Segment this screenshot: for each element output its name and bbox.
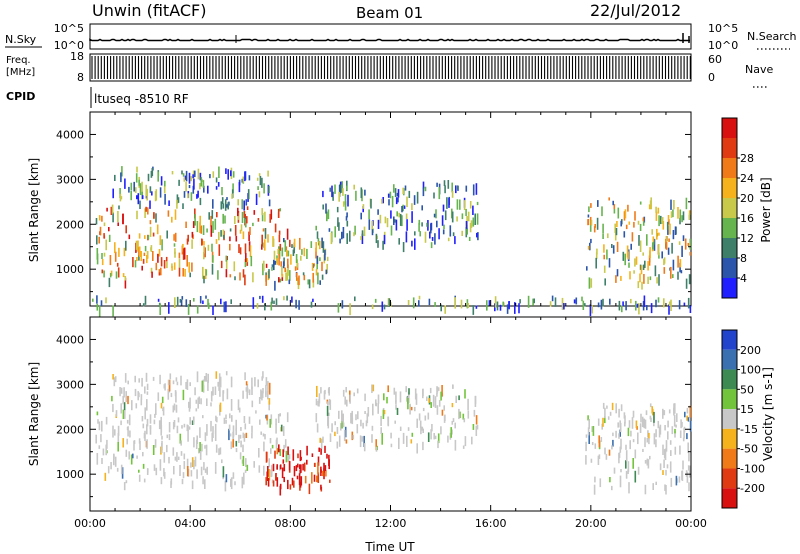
colorbar-tick-label: 24 [740, 172, 754, 185]
nave-tick-low: 0 [708, 71, 715, 84]
freq-tick-high: 18 [70, 50, 84, 63]
nsky-trace [89, 38, 690, 42]
power-cbar-label: Power [dB] [759, 177, 773, 242]
colorbar-frame [721, 117, 738, 299]
colorbar-segment [722, 389, 737, 410]
y-tick-label: 3000 [56, 378, 84, 391]
colorbar-segment [722, 258, 737, 278]
x-tick-label: 00:00 [74, 517, 106, 530]
x-tick-label: 00:00 [675, 517, 707, 530]
nsky-tick-low: 10^0 [54, 39, 84, 52]
colorbar-tick-label: 12 [740, 232, 754, 245]
colorbar-segment [722, 428, 737, 449]
colorbar-frame [721, 329, 738, 509]
nsky-tick-high: 10^5 [54, 22, 84, 35]
colorbar-tick-label: 8 [740, 252, 747, 265]
colorbar-segment [722, 409, 737, 429]
colorbar-segment [722, 218, 737, 238]
power-ylabel: Slant Range [km] [27, 158, 41, 262]
y-tick-label: 2000 [56, 218, 84, 231]
y-tick-label: 1000 [56, 468, 84, 481]
nave-label: Nave [745, 63, 773, 76]
nsky-panel-frame [89, 23, 692, 50]
colorbar-segment [722, 118, 737, 138]
nsearch-label: N.Search [747, 30, 797, 43]
colorbar-segment [722, 198, 737, 218]
velocity-data [95, 371, 692, 496]
colorbar-segment [722, 330, 737, 350]
colorbar-tick-label: 50 [740, 383, 754, 396]
colorbar-tick-label: 28 [740, 152, 754, 165]
velocity-x-ticks: 00:00 04:00 08:00 12:00 16:00 20:00 00:00 [74, 317, 707, 530]
colorbar-tick-label: 15 [740, 403, 754, 416]
colorbar-segment [722, 448, 737, 469]
colorbar-tick-label: -100 [740, 462, 765, 475]
time-axis-label: Time UT [364, 540, 415, 554]
cpid-label: CPID [6, 90, 35, 103]
colorbar-tick-label: -15 [740, 423, 758, 436]
beam-title: Beam 01 [356, 4, 423, 22]
freq-label: Freq. [6, 55, 31, 66]
colorbar-segment [722, 369, 737, 390]
y-tick-label: 4000 [56, 333, 84, 346]
y-tick-label: 4000 [56, 128, 84, 141]
x-tick-label: 12:00 [375, 517, 407, 530]
power-y-ticks: 1000 2000 3000 4000 [56, 128, 691, 293]
nsky-label: N.Sky [5, 33, 37, 46]
colorbar-segment [722, 178, 737, 198]
power-colorbar: 4 8 12 16 20 24 28 [721, 117, 754, 299]
colorbar-segment [722, 349, 737, 370]
nsearch-tick-low: 10^0 [708, 39, 738, 52]
velocity-cbar-label: Velocity [m s-1] [761, 367, 775, 461]
colorbar-segment [722, 488, 737, 508]
colorbar-tick-label: 200 [740, 344, 761, 357]
freq-panel-frame [89, 53, 692, 82]
cpid-text: ltuseq -8510 RF [94, 92, 189, 106]
colorbar-segment [722, 468, 737, 489]
velocity-colorbar: 200 100 50 15 -15 -50 -100 -200 [721, 329, 765, 509]
colorbar-tick-label: -50 [740, 443, 758, 456]
nave-tick-high: 60 [708, 53, 722, 66]
velocity-ylabel: Slant Range [km] [27, 362, 41, 466]
colorbar-segment [722, 278, 737, 298]
x-tick-label: 20:00 [575, 517, 607, 530]
date-title: 22/Jul/2012 [590, 1, 681, 20]
y-tick-label: 1000 [56, 263, 84, 276]
frequency-nave-trace [91, 56, 691, 79]
freq-tick-low: 8 [77, 71, 84, 84]
power-data [92, 166, 692, 318]
nsearch-tick-high: 10^5 [708, 22, 738, 35]
x-tick-label: 16:00 [475, 517, 507, 530]
colorbar-segment [722, 158, 737, 178]
freq-units: [MHz] [6, 67, 35, 78]
colorbar-segment [722, 138, 737, 158]
velocity-y-ticks: 1000 2000 3000 4000 [56, 333, 691, 498]
x-tick-label: 04:00 [174, 517, 206, 530]
colorbar-tick-label: 16 [740, 212, 754, 225]
power-panel-frame [89, 111, 692, 307]
colorbar-segment [722, 238, 737, 258]
colorbar-tick-label: -200 [740, 482, 765, 495]
x-tick-label: 08:00 [274, 517, 306, 530]
colorbar-tick-label: 4 [740, 272, 747, 285]
y-tick-label: 3000 [56, 173, 84, 186]
y-tick-label: 2000 [56, 423, 84, 436]
colorbar-tick-label: 20 [740, 192, 754, 205]
radar-title: Unwin (fitACF) [92, 1, 206, 20]
colorbar-tick-label: 100 [740, 364, 761, 377]
power-x-ticks [89, 112, 692, 306]
